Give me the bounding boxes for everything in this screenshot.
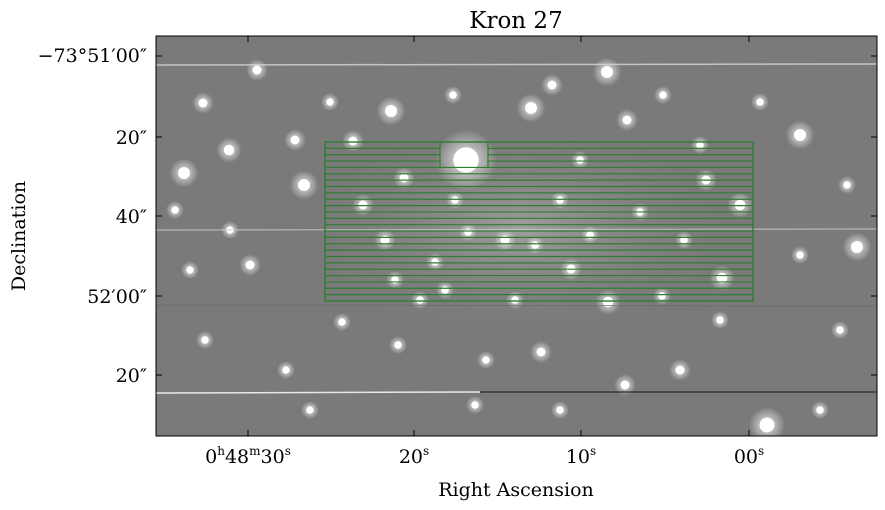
star	[756, 98, 764, 106]
star	[186, 266, 194, 274]
star	[531, 241, 539, 249]
star	[348, 136, 358, 146]
sky-image	[156, 36, 877, 436]
axis-ticks	[156, 36, 877, 436]
star	[385, 105, 397, 117]
star	[482, 356, 490, 364]
star	[620, 380, 630, 390]
star	[282, 366, 290, 374]
star	[796, 251, 804, 259]
star	[576, 156, 584, 164]
slit-notch	[439, 142, 489, 169]
star	[622, 115, 632, 125]
ra-tick-label-2: 10s	[566, 444, 596, 468]
star	[601, 66, 613, 78]
dec-tick-label-1: 20″	[116, 127, 147, 149]
star	[399, 173, 409, 183]
star	[171, 206, 179, 214]
star	[816, 406, 824, 414]
dec-tick-label-0: −73°51′00″	[38, 45, 147, 67]
slit-grid	[324, 141, 754, 302]
star	[451, 196, 459, 204]
star	[326, 98, 334, 106]
streak-1	[156, 63, 877, 66]
star	[680, 236, 688, 244]
star	[471, 401, 479, 409]
star	[675, 365, 685, 375]
star	[223, 144, 235, 156]
streak-4	[156, 391, 481, 394]
star	[416, 296, 424, 304]
star	[338, 318, 346, 326]
axes-frame	[155, 35, 878, 437]
streak-3	[156, 304, 877, 307]
x-axis-label: Right Ascension	[438, 479, 594, 501]
star	[394, 341, 402, 349]
star	[290, 135, 300, 145]
star	[449, 91, 457, 99]
star	[201, 336, 209, 344]
star	[453, 147, 479, 173]
star	[431, 258, 439, 266]
star	[178, 167, 190, 179]
ra-tick-label-0: 0h48m30s	[205, 444, 291, 468]
dec-tick-label-2: 40″	[116, 206, 147, 228]
star	[391, 276, 399, 284]
dec-tick-label-4: 20″	[116, 365, 147, 387]
star	[525, 102, 537, 114]
star	[198, 98, 208, 108]
dec-tick-label-3: 52′00″	[87, 286, 147, 308]
star	[794, 129, 806, 141]
star	[298, 179, 310, 191]
star	[716, 316, 724, 324]
ra-tick-label-1: 20s	[399, 444, 429, 468]
star	[851, 241, 863, 253]
star	[836, 326, 844, 334]
star	[556, 196, 564, 204]
slit-grid-border	[324, 141, 754, 302]
star	[843, 181, 851, 189]
star	[658, 292, 666, 300]
star	[511, 296, 519, 304]
star	[252, 65, 262, 75]
star	[306, 406, 314, 414]
star	[556, 406, 564, 414]
star	[759, 417, 775, 433]
star	[245, 260, 255, 270]
streak-2	[156, 228, 877, 231]
star	[696, 141, 704, 149]
ra-tick-label-3: 00s	[734, 444, 764, 468]
star	[441, 286, 449, 294]
y-axis-label: Declination	[8, 181, 30, 291]
star	[547, 80, 557, 90]
star	[536, 347, 546, 357]
star	[602, 296, 614, 308]
plot-title: Kron 27	[469, 8, 562, 34]
star	[659, 91, 667, 99]
